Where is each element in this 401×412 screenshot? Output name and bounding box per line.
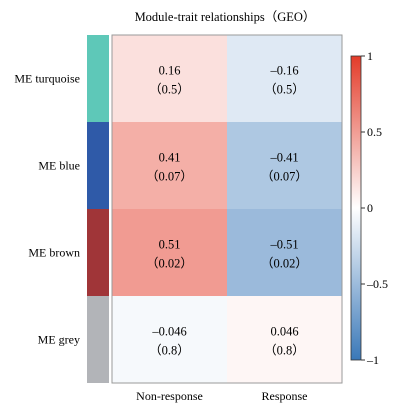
row-label: ME brown bbox=[28, 246, 80, 260]
cell-value-label: 0.046 bbox=[270, 325, 298, 339]
heatmap-cell bbox=[112, 209, 227, 296]
heatmap-cell bbox=[112, 296, 227, 383]
colorbar-tick-label: –1 bbox=[366, 353, 379, 367]
row-labels: ME turquoise ME blue ME brown ME grey bbox=[14, 72, 80, 347]
heatmap-cell bbox=[112, 35, 227, 122]
cell-value-label: 0.51 bbox=[159, 238, 181, 252]
cell-p-label: （0.02） bbox=[261, 257, 308, 271]
column-label: Non-response bbox=[136, 389, 203, 403]
heatmap-cell bbox=[227, 35, 342, 122]
cell-p-label: （0.07） bbox=[261, 170, 308, 184]
colorbar-tick-label: 0.5 bbox=[367, 125, 382, 139]
cell-value-label: –0.51 bbox=[269, 238, 298, 252]
colorbar-ticks: 1 0.5 0 –0.5 –1 bbox=[361, 49, 388, 367]
colorbar-tick-label: 1 bbox=[367, 49, 373, 63]
heatmap-border bbox=[111, 34, 343, 384]
heatmap-cell bbox=[227, 209, 342, 296]
cell-value-label: 0.16 bbox=[159, 64, 181, 78]
colorbar bbox=[350, 55, 362, 361]
cell-value-label: –0.41 bbox=[269, 151, 298, 165]
cell-p-label: （0.8） bbox=[264, 344, 305, 358]
cell-p-label: （0.07） bbox=[146, 170, 193, 184]
row-label: ME turquoise bbox=[14, 72, 80, 86]
cell-p-label: （0.02） bbox=[146, 257, 193, 271]
cell-p-label: （0.8） bbox=[149, 344, 190, 358]
row-label: ME blue bbox=[38, 159, 80, 173]
heatmap-cell bbox=[227, 296, 342, 383]
column-label: Response bbox=[262, 389, 308, 403]
module-color-bars bbox=[87, 35, 109, 383]
cell-value-label: –0.16 bbox=[269, 64, 298, 78]
colorbar-tick-label: 0 bbox=[367, 201, 373, 215]
cell-value-label: 0.41 bbox=[159, 151, 181, 165]
module-color-bar bbox=[87, 209, 109, 296]
cell-p-label: （0.5） bbox=[149, 83, 190, 97]
module-color-bar bbox=[87, 122, 109, 209]
cell-value-label: –0.046 bbox=[151, 325, 186, 339]
cell-p-label: （0.5） bbox=[264, 83, 305, 97]
heatmap-cell bbox=[227, 122, 342, 209]
module-color-bar bbox=[87, 35, 109, 122]
heatmap-cells: 0.16 （0.5） –0.16 （0.5） 0.41 （0.07） –0.41 （0.07）… bbox=[112, 35, 342, 383]
heatmap-cell bbox=[112, 122, 227, 209]
colorbar-tick-label: –0.5 bbox=[366, 277, 388, 291]
row-label: ME grey bbox=[38, 333, 80, 347]
column-labels: Non-response Response bbox=[136, 389, 307, 403]
module-color-bar bbox=[87, 296, 109, 383]
chart-title: Module-trait relationships（GEO） bbox=[135, 10, 316, 24]
